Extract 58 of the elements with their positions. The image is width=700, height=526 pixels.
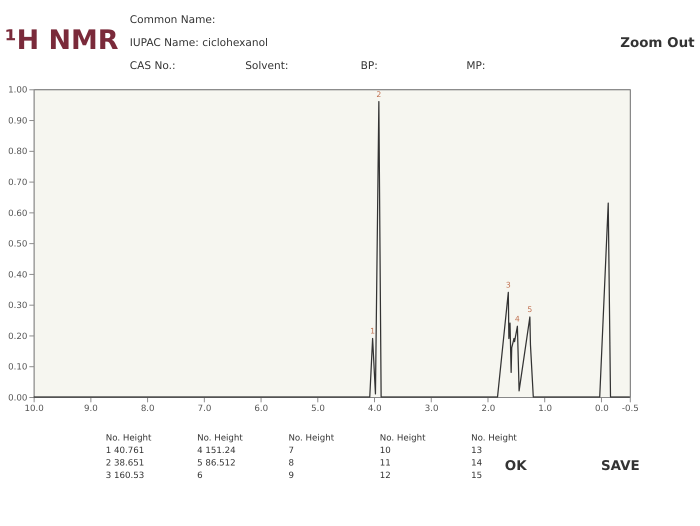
y-tick-label: 0.10 <box>8 362 28 373</box>
y-tick-label: 0.70 <box>8 178 28 188</box>
text: 10 <box>380 446 391 456</box>
text: Solvent: <box>245 60 288 72</box>
text: 8 <box>288 458 294 468</box>
annotation: 1 <box>370 326 376 336</box>
y-tick-label: 0.80 <box>8 147 28 158</box>
text: No. Height <box>197 433 244 444</box>
x-tick-label: 4.0 <box>368 404 382 414</box>
x-tick-label: 7.0 <box>198 404 212 414</box>
y-tick-label: 0.00 <box>8 393 28 404</box>
y-tick-label: 0.90 <box>8 116 28 126</box>
text: CAS No.: <box>130 60 176 72</box>
text: 4 151.24 <box>197 446 236 456</box>
text: 11 <box>380 458 391 468</box>
text: No. Height <box>288 433 335 444</box>
annotation: 3 <box>506 280 511 290</box>
annotation: 2 <box>376 90 382 99</box>
annotation: 5 <box>527 305 532 314</box>
x-tick-label: 8.0 <box>140 404 155 414</box>
x-tick-label: -0.5 <box>622 404 639 414</box>
text: 9 <box>288 470 294 481</box>
text: SAVE <box>600 459 640 474</box>
text: 13 <box>471 446 482 456</box>
y-tick-label: 0.20 <box>8 332 28 342</box>
y-tick-label: 0.60 <box>8 208 28 219</box>
text: MP: <box>466 60 486 72</box>
chart-title: ¹H NMR <box>4 24 119 56</box>
y-tick-label: 0.40 <box>8 270 28 280</box>
x-tick-label: 5.0 <box>311 404 325 414</box>
text: No. Height <box>380 433 426 444</box>
x-tick-label: 2.0 <box>481 404 496 414</box>
text: 12 <box>380 470 391 481</box>
y-tick-label: 0.30 <box>8 301 28 312</box>
y-tick-label: 1.00 <box>8 86 28 96</box>
text: 14 <box>471 458 483 468</box>
text: 1 40.761 <box>106 446 144 456</box>
text: No. Height <box>471 433 518 444</box>
text: OK <box>504 459 528 474</box>
annotation: 4 <box>514 314 520 324</box>
text: Common Name: <box>130 14 216 26</box>
text: 6 <box>197 470 203 481</box>
text: IUPAC Name: ciclohexanol <box>130 37 268 50</box>
text: 7 <box>288 446 294 456</box>
x-tick-label: 3.0 <box>424 404 438 414</box>
x-tick-label: 10.0 <box>24 404 44 414</box>
text: 5 86.512 <box>197 458 236 468</box>
text: Zoom Out <box>620 36 696 51</box>
text: BP: <box>360 60 378 72</box>
text: 2 38.651 <box>106 458 144 468</box>
x-tick-label: 0.0 <box>595 404 609 414</box>
y-tick-label: 0.50 <box>8 240 28 250</box>
text: 15 <box>471 470 482 481</box>
x-tick-label: 1.0 <box>538 404 552 414</box>
x-tick-label: 6.0 <box>254 404 268 414</box>
text: 3 160.53 <box>106 470 144 481</box>
text: No. Height <box>106 433 152 444</box>
x-tick-label: 9.0 <box>84 404 98 414</box>
